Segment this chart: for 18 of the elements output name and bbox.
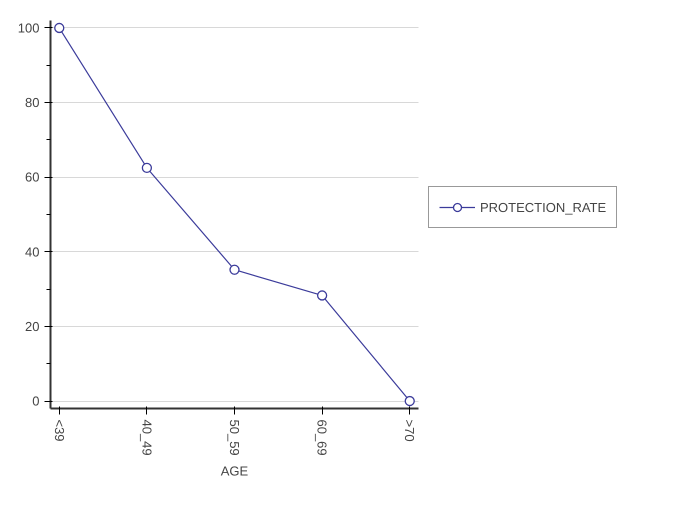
x-axis-title: AGE bbox=[220, 464, 249, 479]
y-tick-label: 40 bbox=[25, 244, 40, 260]
point bbox=[316, 290, 328, 301]
point bbox=[404, 396, 415, 406]
y-tick-label: 80 bbox=[25, 95, 40, 110]
point bbox=[54, 22, 64, 34]
legend-label: PROTECTION_RATE bbox=[480, 200, 606, 214]
x-tick-label: >70 bbox=[402, 420, 418, 442]
y-tick-label: 0 bbox=[32, 394, 40, 409]
x-tick-label: 40_49 bbox=[139, 420, 154, 456]
point bbox=[142, 162, 152, 174]
y-tick-label: 20 bbox=[25, 318, 40, 334]
y-tick-label: 60 bbox=[25, 170, 40, 185]
x-tick-label: 50_59 bbox=[227, 420, 242, 456]
x-tick-label: 60_69 bbox=[314, 420, 330, 456]
x-tick-label: <39 bbox=[52, 420, 67, 442]
y-tick-label: 100 bbox=[18, 20, 40, 36]
point bbox=[229, 264, 240, 275]
